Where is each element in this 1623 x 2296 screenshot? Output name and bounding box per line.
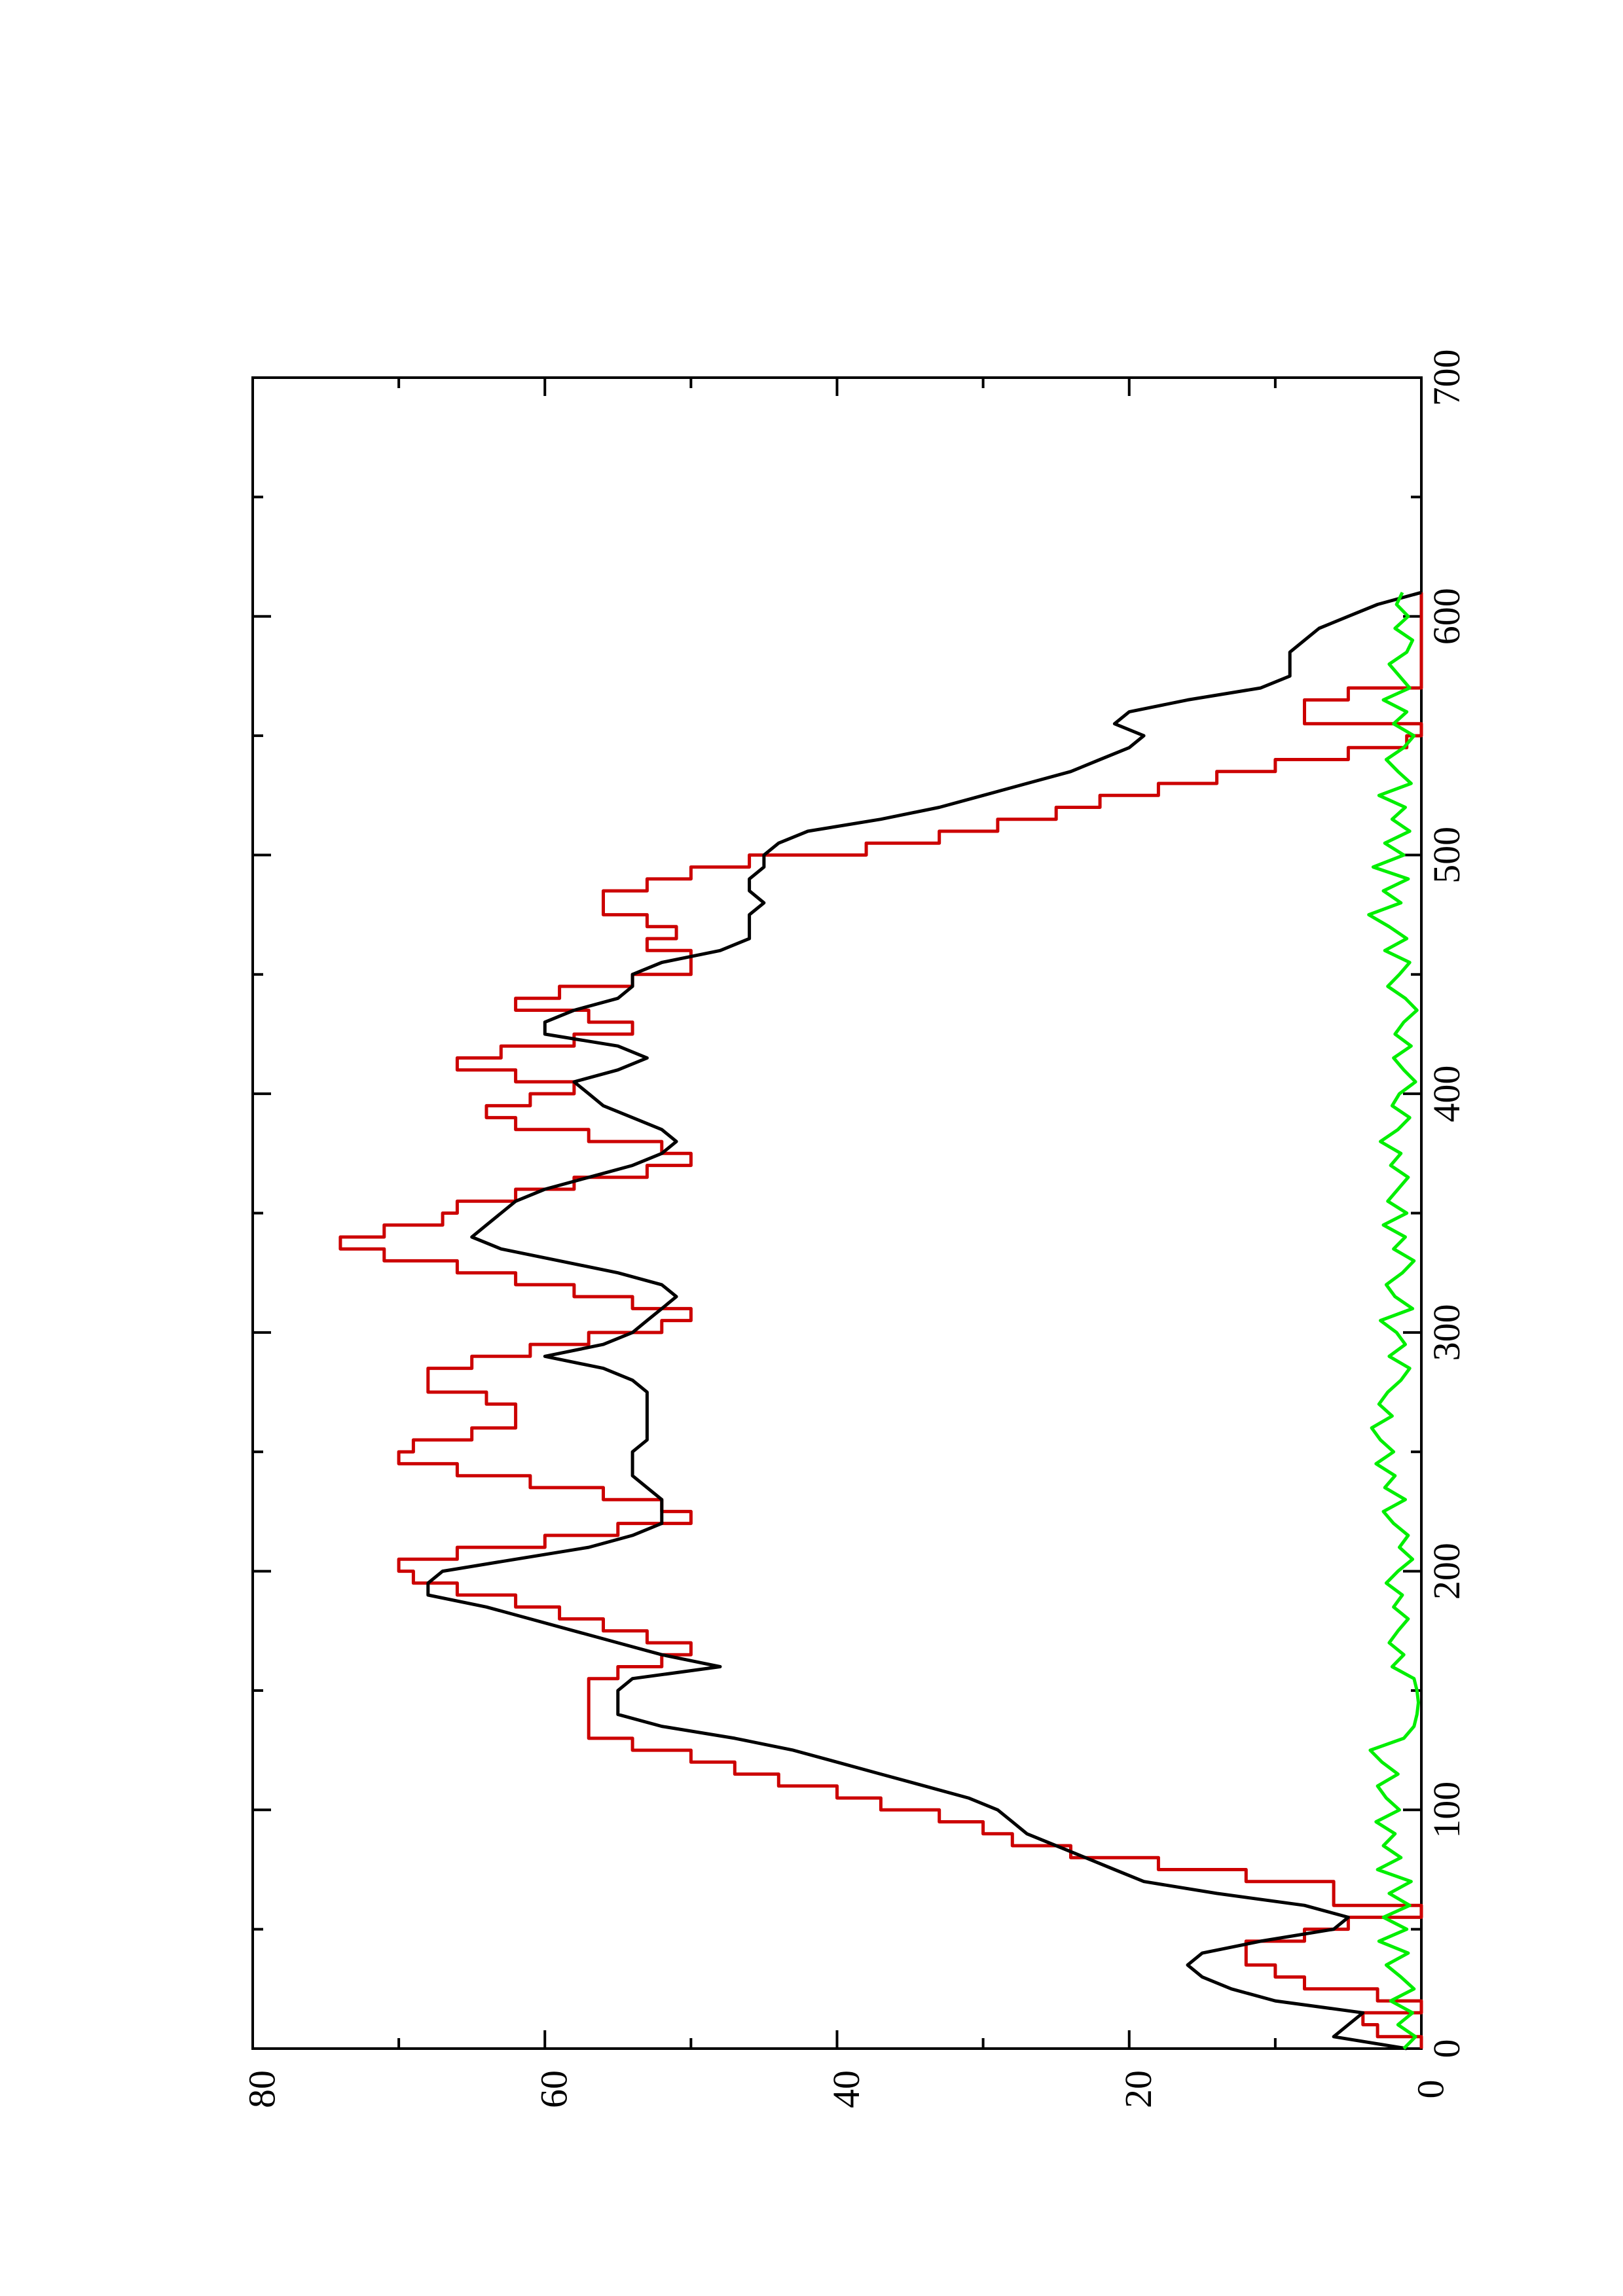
y-tick-label: 20	[1117, 2070, 1159, 2108]
y-tick-label: 80	[240, 2070, 283, 2108]
x-tick-label: 300	[1425, 1304, 1468, 1361]
series-line-3	[1367, 592, 1420, 2050]
y-tick-label: 40	[825, 2070, 867, 2108]
x-tick-label: 0	[1425, 2039, 1468, 2058]
y-tick-label: 60	[533, 2070, 575, 2108]
x-tick-label: 600	[1425, 588, 1468, 645]
series-line-1	[338, 592, 1423, 2049]
x-tick-label: 400	[1425, 1066, 1468, 1122]
plot-area: 0 100 200 300 400 500 600 700 0 20 40 60 80	[240, 350, 1468, 2109]
x-tick-label: 100	[1425, 1782, 1468, 1839]
x-tick-label: 500	[1425, 827, 1468, 884]
series-line-2	[426, 590, 1422, 2051]
y-tick-label: 0	[1409, 2080, 1451, 2099]
x-tick-label: 200	[1425, 1543, 1468, 1600]
x-tick-label: 700	[1425, 350, 1468, 406]
